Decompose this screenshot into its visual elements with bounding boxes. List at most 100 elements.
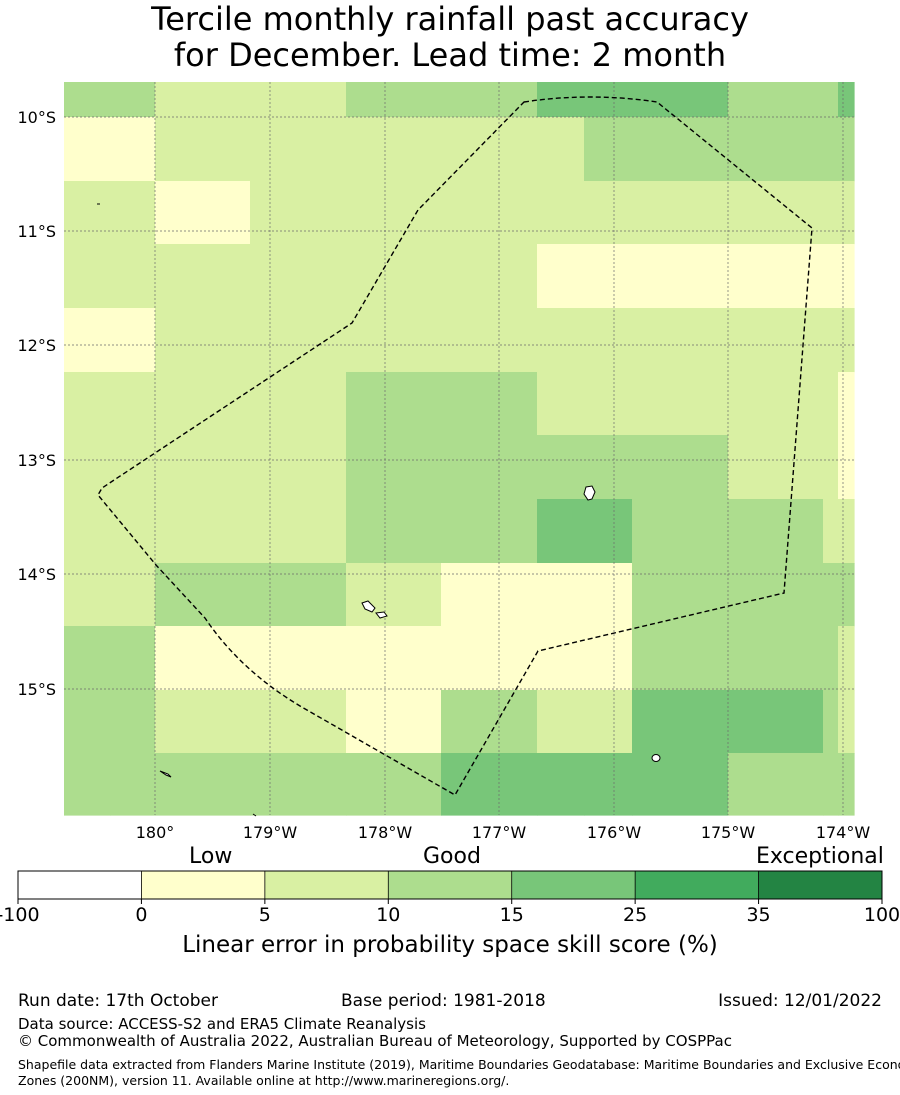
chart-title-line-1: Tercile monthly rainfall past accuracy (151, 0, 749, 38)
grid-cell (584, 117, 633, 182)
grid-cell (110, 308, 156, 373)
colorbar-segment (141, 871, 266, 899)
grid-cell (584, 753, 633, 816)
grid-cell (64, 626, 111, 691)
grid-cell (537, 82, 585, 118)
eez-boundary-line (97, 96, 813, 796)
grid-cell (823, 372, 839, 436)
grid-cell (728, 753, 824, 816)
grid-cell (64, 117, 111, 182)
longitude-label: 174°W (816, 823, 871, 840)
grid-cell (346, 563, 442, 627)
colorbar-segment (758, 871, 883, 899)
grid-cell (110, 563, 156, 627)
grid-cell (728, 435, 824, 500)
grid-cell (155, 181, 251, 245)
grid-cell (838, 499, 855, 564)
grid-cell (346, 690, 442, 754)
chart-title-line-2: for December. Lead time: 2 month (173, 36, 727, 74)
colorbar: -100 0 5 10 15 25 35 100 (0, 870, 900, 926)
grid-cell (110, 499, 156, 564)
grid-cell (155, 499, 251, 564)
island-shape (583, 485, 596, 501)
grid-cell (441, 82, 538, 118)
grid-cell (584, 308, 633, 373)
base-period: Base period: 1981-2018 (341, 991, 546, 1011)
grid-cell (250, 753, 347, 816)
island-shape (361, 600, 376, 613)
grid-cell (838, 753, 855, 816)
grid-cell (584, 499, 633, 564)
grid-cell (838, 435, 855, 500)
grid-cell (346, 308, 442, 373)
grid-cell (632, 753, 729, 816)
island-shape (252, 813, 257, 817)
grid-cell (823, 244, 839, 309)
grid-cell (584, 690, 633, 754)
grid-cell (155, 244, 251, 309)
grid-cell (537, 499, 585, 564)
grid-cell (346, 435, 442, 500)
grid-cell (838, 372, 855, 436)
grid-cell (441, 690, 538, 754)
grid-cell (728, 181, 824, 245)
grid-cell (823, 499, 839, 564)
grid-cell (64, 563, 111, 627)
grid-cell (250, 499, 347, 564)
grid-cell (110, 117, 156, 182)
grid-cell (728, 117, 824, 182)
grid-cell (155, 308, 251, 373)
grid-cell (250, 626, 347, 691)
grid-cell (838, 82, 855, 118)
grid-cell (250, 435, 347, 500)
colorbar-tick-label: 35 (746, 904, 770, 926)
colorbar-tick-label: 0 (135, 904, 147, 926)
grid-cell (728, 626, 824, 691)
grid-cell (838, 690, 855, 754)
grid-cell (441, 308, 538, 373)
grid-cell (537, 181, 585, 245)
colorbar-tick-label: 5 (259, 904, 271, 926)
grid-cell (110, 244, 156, 309)
grid-cell (632, 499, 729, 564)
data-source: Data source: ACCESS-S2 and ERA5 Climate … (18, 1015, 426, 1033)
grid-cell (584, 244, 633, 309)
grid-cell (823, 753, 839, 816)
eez-boundary (97, 96, 813, 796)
grid-cell (110, 690, 156, 754)
colorbar-frame (17, 870, 883, 900)
grid-cell (346, 626, 442, 691)
grid-cell (155, 626, 251, 691)
grid-cell (728, 372, 824, 436)
category-label-low: Low (189, 844, 233, 869)
grid-cell (441, 563, 538, 627)
category-label-good: Good (423, 844, 481, 869)
issued-date: Issued: 12/01/2022 (718, 991, 882, 1011)
grid-cell (110, 82, 156, 118)
grid-cell (584, 626, 633, 691)
colorbar-segment (511, 871, 636, 899)
grid-cell (537, 753, 585, 816)
grid-cell (632, 308, 729, 373)
grid-cell (537, 372, 585, 436)
colorbar-segment (388, 871, 513, 899)
grid-cell (441, 753, 538, 816)
grid-cell (346, 372, 442, 436)
grid-cell (441, 181, 538, 245)
grid-cell (537, 690, 585, 754)
grid-cell (250, 181, 347, 245)
grid-cell (250, 82, 347, 118)
grid-cell (250, 563, 347, 627)
grid-cell (64, 372, 111, 436)
grid-cell (537, 117, 585, 182)
grid-cell (537, 308, 585, 373)
grid-cell (110, 372, 156, 436)
grid-cell (64, 499, 111, 564)
grid-cell (823, 308, 839, 373)
latitude-label: 15°S (17, 680, 56, 699)
grid-cell (250, 308, 347, 373)
grid-cell (441, 244, 538, 309)
grid-cell (537, 563, 585, 627)
grid-cell (250, 244, 347, 309)
shapefile-credit-line-2: Zones (200NM), version 11. Available onl… (18, 1073, 510, 1088)
